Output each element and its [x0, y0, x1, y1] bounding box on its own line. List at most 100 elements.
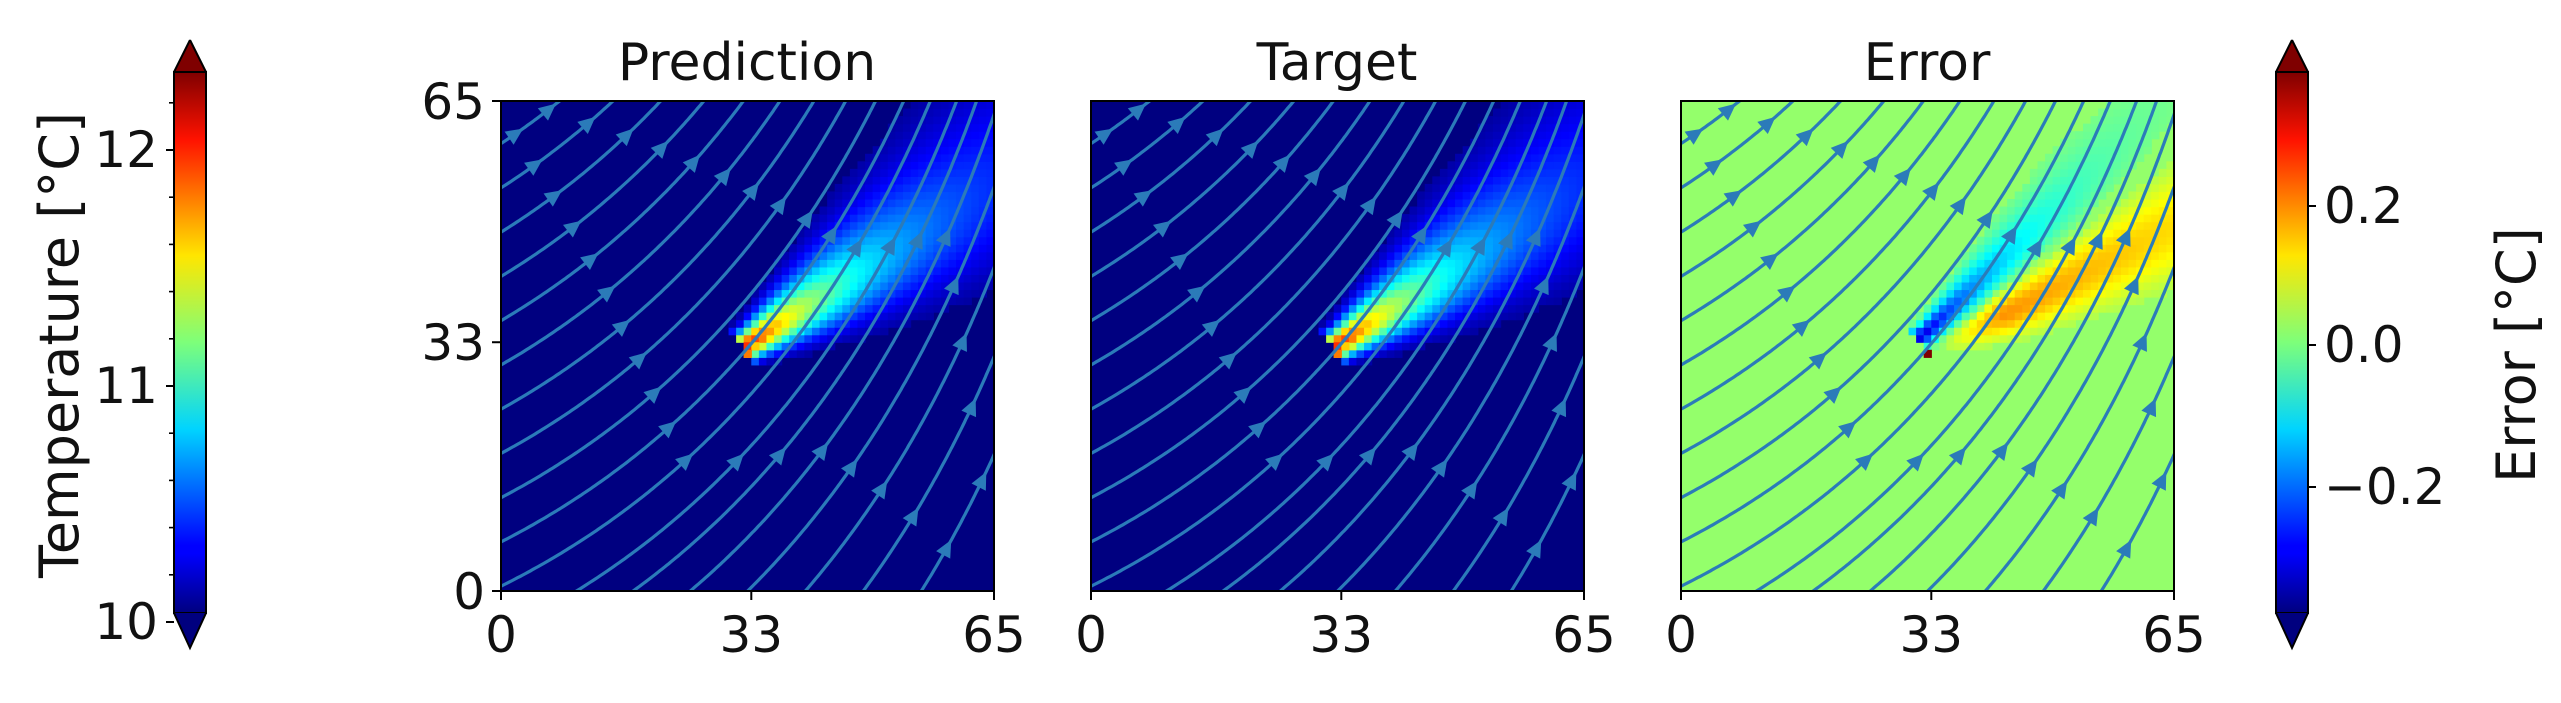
streamline-arrow	[611, 319, 631, 337]
heatmap-cell	[789, 327, 798, 336]
heatmap-cell	[1455, 304, 1464, 313]
streamline-arrow	[1791, 319, 1811, 337]
heatmap-cell	[865, 206, 874, 215]
heatmap-cell	[1341, 357, 1350, 366]
heatmap-cell	[2075, 153, 2084, 162]
heatmap-cell	[1371, 274, 1380, 283]
heatmap-cell	[766, 304, 775, 313]
heatmap-cell	[2143, 221, 2152, 230]
heatmap-cell	[1401, 342, 1411, 351]
heatmap-cell	[2082, 266, 2092, 275]
streamline	[1681, 101, 1996, 412]
heatmap-cell	[2060, 168, 2069, 177]
streamline	[1091, 101, 1523, 588]
heatmap-cell	[978, 183, 988, 193]
heatmap-cell	[2105, 259, 2114, 268]
heatmap-cell	[1553, 153, 1562, 162]
heatmap-cell	[774, 266, 783, 275]
heatmap-cell	[2037, 183, 2046, 193]
heatmap-cell	[1991, 221, 2001, 230]
heatmap-cell	[910, 274, 919, 283]
streamline-arrow	[880, 237, 896, 256]
heatmap-cell	[1546, 259, 1555, 268]
heatmap-cell	[2052, 229, 2061, 238]
heatmap-cell	[956, 214, 965, 223]
heatmap-cell	[1477, 221, 1486, 230]
heatmap-cell	[827, 327, 836, 336]
heatmap-cell	[948, 229, 957, 238]
heatmap-cell	[1515, 168, 1524, 177]
heatmap-cell	[1379, 244, 1388, 253]
heatmap-cell	[2007, 266, 2016, 275]
heatmap-cell	[2067, 199, 2076, 208]
heatmap-cell	[2029, 236, 2039, 245]
prediction-streamlines	[501, 101, 994, 591]
heatmap-cell	[1500, 183, 1509, 193]
heatmap-cell	[2082, 236, 2092, 245]
heatmap-cell	[978, 266, 988, 275]
heatmap-cell	[1485, 319, 1494, 328]
heatmap-cell	[857, 327, 866, 336]
heatmap-cell	[910, 101, 919, 110]
heatmap-cell	[918, 304, 927, 313]
heatmap-cell	[1439, 214, 1449, 223]
heatmap-cell	[1379, 319, 1388, 328]
heatmap-cell	[834, 206, 843, 215]
heatmap-cell	[1523, 281, 1532, 291]
heatmap-cell	[2143, 259, 2152, 268]
error-colorbar-label: Error [°C]	[2485, 227, 2548, 483]
heatmap-cell	[766, 334, 775, 343]
heatmap-cell	[971, 108, 980, 117]
heatmap-cell	[1379, 349, 1388, 358]
x-tick-label: 33	[1309, 606, 1373, 664]
heatmap-cell	[956, 161, 965, 170]
heatmap-cell	[1447, 289, 1456, 298]
heatmap-cell	[1447, 297, 1456, 306]
heatmap-cell	[834, 251, 843, 260]
heatmap-cell	[872, 146, 881, 155]
streamline	[1091, 101, 1336, 323]
heatmap-cell	[811, 297, 821, 306]
heatmap-cell	[918, 153, 927, 162]
heatmap-cell	[842, 312, 851, 321]
heatmap-cell	[948, 251, 957, 260]
heatmap-cell	[1348, 289, 1358, 298]
heatmap-cell	[781, 334, 790, 343]
heatmap-cell	[2113, 123, 2122, 132]
heatmap-cell	[880, 259, 889, 268]
heatmap-cell	[880, 176, 889, 185]
heatmap-cell	[1530, 183, 1540, 193]
heatmap-cell	[1976, 259, 1985, 268]
heatmap-cell	[2052, 191, 2061, 200]
heatmap-cell	[1386, 349, 1395, 358]
heatmap-cell	[789, 244, 798, 253]
streamline-arrow	[577, 116, 596, 135]
heatmap-cell	[827, 251, 836, 260]
heatmap-cell	[1492, 274, 1502, 283]
heatmap-cell	[963, 138, 972, 147]
heatmap-cell	[1576, 251, 1584, 260]
heatmap-cell	[895, 116, 904, 125]
heatmap-cell	[940, 244, 950, 253]
heatmap-cell	[971, 214, 980, 223]
heatmap-cell	[1576, 168, 1584, 177]
heatmap-cell	[1424, 266, 1433, 275]
heatmap-cell	[948, 131, 957, 140]
heatmap-cell	[1530, 153, 1540, 162]
heatmap-cell	[978, 131, 988, 140]
heatmap-cell	[1477, 199, 1486, 208]
heatmap-cell	[1477, 214, 1486, 223]
heatmap-cell	[1333, 334, 1342, 343]
heatmap-cell	[1530, 108, 1540, 117]
x-tick-label: 65	[2142, 606, 2206, 664]
heatmap-cell	[1984, 289, 1993, 298]
heatmap-cell	[1500, 123, 1509, 132]
heatmap-cell	[827, 199, 836, 208]
heatmap-cell	[1462, 327, 1471, 336]
heatmap-cell	[1523, 108, 1532, 117]
heatmap-cell	[1500, 153, 1509, 162]
heatmap-cell	[1923, 319, 1932, 328]
heatmap-cell	[1470, 206, 1479, 215]
heatmap-cell	[834, 199, 843, 208]
